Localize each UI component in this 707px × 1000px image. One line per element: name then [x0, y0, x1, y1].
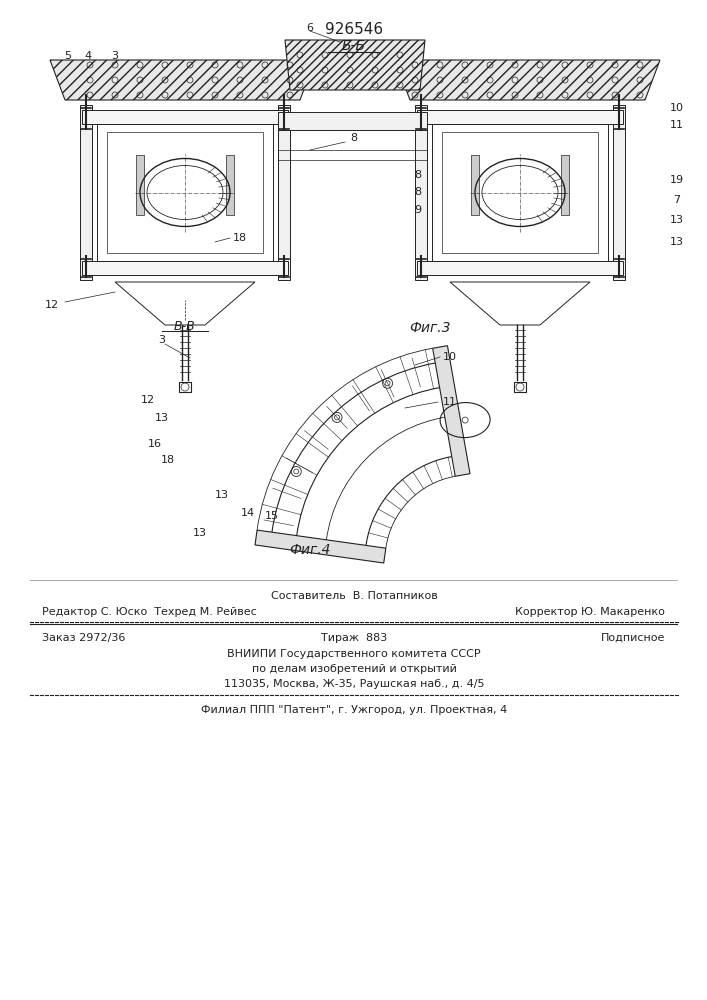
Bar	[97, 124, 273, 261]
Text: 7: 7	[674, 195, 681, 205]
Text: 113035, Москва, Ж-35, Раушская наб., д. 4/5: 113035, Москва, Ж-35, Раушская наб., д. …	[223, 679, 484, 689]
Text: Филиал ППП "Патент", г. Ужгород, ул. Проектная, 4: Филиал ППП "Патент", г. Ужгород, ул. Про…	[201, 705, 507, 715]
Text: 11: 11	[443, 397, 457, 407]
Bar	[613, 105, 625, 280]
Text: 6: 6	[307, 23, 313, 33]
Text: 13: 13	[215, 490, 229, 500]
Text: 10: 10	[443, 352, 457, 362]
Text: по делам изобретений и открытий: по делам изобретений и открытий	[252, 664, 457, 674]
Text: 8: 8	[414, 187, 421, 197]
Text: 13: 13	[155, 413, 169, 423]
Bar	[415, 105, 427, 280]
Text: 13: 13	[670, 237, 684, 247]
Text: 18: 18	[233, 233, 247, 243]
Bar	[226, 155, 234, 215]
Bar	[82, 261, 288, 275]
Text: 10: 10	[670, 103, 684, 113]
Text: Корректор Ю. Макаренко: Корректор Ю. Макаренко	[515, 607, 665, 617]
Text: 9: 9	[414, 205, 421, 215]
Text: ВНИИПИ Государственного комитета СССР: ВНИИПИ Государственного комитета СССР	[227, 649, 481, 659]
Bar	[471, 155, 479, 215]
Text: 15: 15	[265, 511, 279, 521]
Bar	[417, 261, 623, 275]
Text: 8: 8	[414, 170, 421, 180]
Text: Составитель  В. Потапников: Составитель В. Потапников	[271, 591, 438, 601]
Bar	[80, 105, 92, 280]
Bar	[82, 110, 288, 124]
Text: 18: 18	[161, 455, 175, 465]
Bar	[561, 155, 569, 215]
Polygon shape	[50, 60, 315, 100]
Bar	[179, 382, 191, 392]
Bar	[278, 150, 427, 160]
Polygon shape	[395, 60, 660, 100]
Text: 5: 5	[64, 51, 71, 61]
Bar	[136, 155, 144, 215]
Polygon shape	[285, 40, 425, 90]
Text: 13: 13	[193, 528, 207, 538]
Text: 3: 3	[158, 335, 165, 345]
Text: 19: 19	[670, 175, 684, 185]
Text: 14: 14	[241, 508, 255, 518]
Text: Фиг.3: Фиг.3	[409, 321, 451, 335]
Polygon shape	[255, 530, 386, 563]
Bar	[107, 132, 263, 253]
Text: 926546: 926546	[325, 22, 383, 37]
Bar	[442, 132, 598, 253]
Bar	[278, 112, 427, 130]
Text: В-В: В-В	[174, 320, 196, 332]
Text: 12: 12	[141, 395, 155, 405]
Text: 16: 16	[148, 439, 162, 449]
Text: 13: 13	[670, 215, 684, 225]
Text: Подписное: Подписное	[601, 633, 665, 643]
Bar	[278, 105, 290, 280]
Text: 4: 4	[84, 51, 92, 61]
Text: Фиг.4: Фиг.4	[289, 543, 331, 557]
Text: Б-Б: Б-Б	[342, 39, 366, 53]
Text: Тираж  883: Тираж 883	[321, 633, 387, 643]
Text: 8: 8	[351, 133, 358, 143]
Text: 12: 12	[45, 300, 59, 310]
Text: 3: 3	[112, 51, 119, 61]
Bar	[417, 110, 623, 124]
Text: Заказ 2972/36: Заказ 2972/36	[42, 633, 125, 643]
Bar	[432, 124, 608, 261]
Polygon shape	[433, 346, 470, 476]
Text: 11: 11	[670, 120, 684, 130]
Text: Редактор С. Юско  Техред М. Рейвес: Редактор С. Юско Техред М. Рейвес	[42, 607, 257, 617]
Bar	[514, 382, 526, 392]
